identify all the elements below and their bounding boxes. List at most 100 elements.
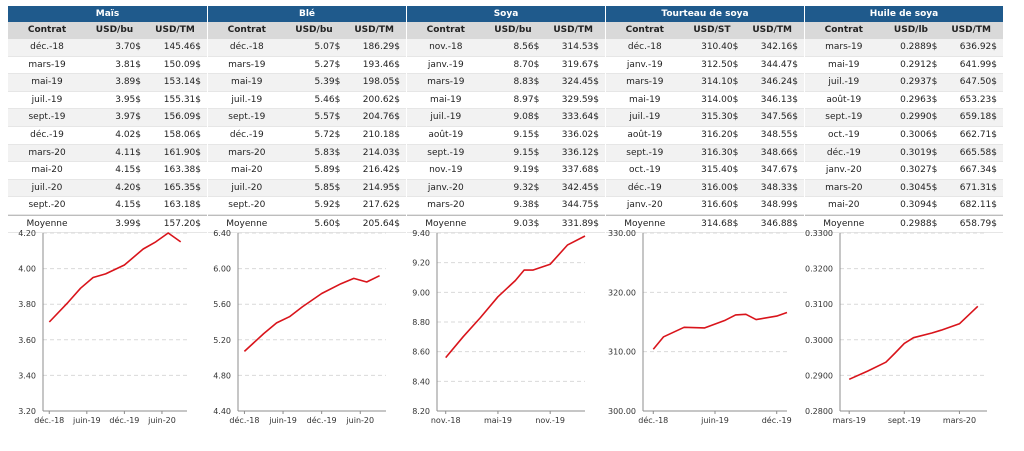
table-cell: 0.3045$ xyxy=(900,182,938,193)
table-cell: mars-19 xyxy=(228,59,266,70)
y-tick-label: 0.3300 xyxy=(805,229,833,238)
table-cell: 314.10$ xyxy=(701,77,739,88)
table-cell: sept.-19 xyxy=(626,147,664,158)
table-cell: 204.76$ xyxy=(362,112,401,123)
table-cell: 3.97$ xyxy=(115,112,141,123)
y-tick-label: 6.40 xyxy=(213,229,231,238)
x-tick-label: déc.-19 xyxy=(762,415,792,425)
table-cell: 186.29$ xyxy=(362,42,401,52)
table-cell: oct.-19 xyxy=(828,129,860,140)
table-cell: 5.85$ xyxy=(314,182,341,193)
table-cell: 314.00$ xyxy=(701,94,739,105)
table-row: mars-19 314.10$ 346.24$ xyxy=(606,74,804,92)
y-tick-label: 300.00 xyxy=(608,407,636,416)
table-cell: 214.95$ xyxy=(362,182,401,193)
table-cell: mai-19 xyxy=(231,77,263,88)
y-tick-label: 8.20 xyxy=(412,407,430,416)
table-cell: 346.24$ xyxy=(760,77,799,88)
table-cell: 5.27$ xyxy=(314,59,341,70)
y-tick-label: 320.00 xyxy=(608,288,636,297)
table-cell: 9.03$ xyxy=(513,218,540,229)
table-cell: août-19 xyxy=(428,129,464,140)
table-cell: juil.-19 xyxy=(31,94,63,105)
table-cell: 216.42$ xyxy=(362,165,401,176)
table-title: Soya xyxy=(407,6,605,22)
table-cell: déc.-19 xyxy=(229,129,264,140)
table-cell: 314.53$ xyxy=(561,42,600,52)
table-cell: 336.02$ xyxy=(561,129,600,140)
table-cell: 342.16$ xyxy=(760,42,799,52)
table-cell: 217.62$ xyxy=(362,200,401,211)
price-table: Maïs Contrat USD/bu USD/TM déc.-18 3.70$ 145.4… xyxy=(8,6,207,233)
table-cell: 5.60$ xyxy=(314,218,341,229)
table-cell: 156.09$ xyxy=(163,112,201,123)
table-cell: Moyenne xyxy=(624,218,666,229)
y-tick-label: 9.40 xyxy=(412,229,430,238)
price-series-line xyxy=(445,235,586,359)
y-tick-label: 3.20 xyxy=(18,407,36,416)
table-cell: 4.15$ xyxy=(115,165,141,176)
column-header-row: Contrat USD/bu USD/TM xyxy=(208,22,406,39)
y-tick-label: 4.80 xyxy=(213,371,231,380)
table-title: Maïs xyxy=(8,6,207,22)
table-cell: 8.97$ xyxy=(513,94,540,105)
table-cell: 658.79$ xyxy=(959,218,998,229)
column-header: Contrat xyxy=(27,25,67,35)
table-cell: 336.12$ xyxy=(561,147,600,158)
x-tick-label: déc.-18 xyxy=(638,415,668,425)
table-cell: 193.46$ xyxy=(362,59,401,70)
table-cell: 5.46$ xyxy=(314,94,341,105)
table-cell: 0.3094$ xyxy=(900,200,938,211)
table-cell: déc.-19 xyxy=(627,182,662,193)
table-cell: sept.-19 xyxy=(427,147,465,158)
price-table: Tourteau de soya Contrat USD/ST USD/TM déc.-… xyxy=(605,6,804,233)
table-cell: mars-19 xyxy=(825,42,863,52)
table-cell: janv.-19 xyxy=(626,59,663,70)
table-cell: juil.-20 xyxy=(231,182,263,193)
table-cell: mars-20 xyxy=(228,147,266,158)
column-header: USD/TM xyxy=(354,25,394,35)
table-row: janv.-20 9.32$ 342.45$ xyxy=(407,179,605,198)
table-cell: juil.-20 xyxy=(31,182,63,193)
table-cell: 5.89$ xyxy=(314,165,341,176)
table-cell: 9.08$ xyxy=(513,112,540,123)
table-cell: 329.59$ xyxy=(561,94,600,105)
table-cell: 0.3019$ xyxy=(900,147,938,158)
table-cell: sept.-20 xyxy=(28,200,66,211)
x-tick-label: mars-20 xyxy=(943,416,976,425)
futures-tables: Maïs Contrat USD/bu USD/TM déc.-18 3.70$ 145.4… xyxy=(8,6,1003,233)
table-cell: 0.2912$ xyxy=(900,59,938,70)
table-row: juil.-19 315.30$ 347.56$ xyxy=(606,109,804,127)
table-cell: mars-19 xyxy=(626,77,664,88)
table-cell: août-19 xyxy=(627,129,663,140)
y-tick-label: 5.60 xyxy=(213,300,231,309)
y-tick-label: 3.60 xyxy=(18,336,36,345)
y-tick-label: 330.00 xyxy=(608,229,636,238)
table-cell: 667.34$ xyxy=(959,165,998,176)
table-cell: 5.92$ xyxy=(314,200,341,211)
table-row: oct.-19 0.3006$ 662.71$ xyxy=(805,127,1003,145)
table-cell: 157.20$ xyxy=(163,218,201,229)
y-tick-label: 5.20 xyxy=(213,336,231,345)
table-cell: mai-20 xyxy=(828,200,860,211)
average-row: Moyenne 314.68$ 346.88$ xyxy=(606,214,804,233)
y-tick-label: 0.3000 xyxy=(805,336,833,345)
table-row: déc.-19 316.00$ 348.33$ xyxy=(606,179,804,198)
x-tick-label: mars-19 xyxy=(833,416,866,425)
table-row: janv.-19 8.70$ 319.67$ xyxy=(407,57,605,75)
table-row: juil.-19 9.08$ 333.64$ xyxy=(407,109,605,127)
column-header: Contrat xyxy=(227,25,266,35)
table-cell: sept.-19 xyxy=(825,112,863,123)
column-header: USD/bu xyxy=(295,25,333,35)
y-tick-label: 8.80 xyxy=(412,318,430,327)
x-tick-label: sept.-19 xyxy=(888,416,921,425)
table-row: nov.-18 8.56$ 314.53$ xyxy=(407,39,605,57)
price-series-line xyxy=(848,305,979,381)
column-header-row: Contrat USD/bu USD/TM xyxy=(8,22,207,39)
table-cell: 347.67$ xyxy=(760,165,799,176)
table-cell: 198.05$ xyxy=(362,77,401,88)
y-tick-label: 4.00 xyxy=(18,265,36,274)
average-row: Moyenne 5.60$ 205.64$ xyxy=(208,214,406,233)
table-cell: 3.89$ xyxy=(115,77,141,88)
table-cell: 163.38$ xyxy=(163,165,201,176)
